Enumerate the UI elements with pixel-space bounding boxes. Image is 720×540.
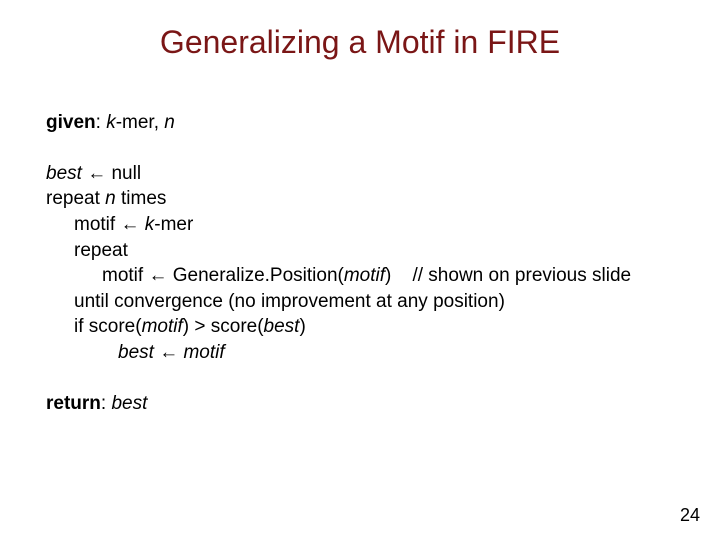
blank-1 (46, 136, 674, 161)
arrow-2: ← (115, 214, 145, 235)
given-mer: -mer, (116, 112, 165, 133)
motif-var-1: motif (74, 214, 115, 235)
best-null-line: best ← null (46, 161, 674, 187)
arrow-4: ← (154, 342, 184, 363)
repeat-suffix: times (116, 188, 167, 209)
kmer-mer: -mer (154, 214, 193, 235)
motif-var-3: motif (183, 342, 224, 363)
given-label: given (46, 112, 96, 133)
repeat-prefix: repeat (46, 188, 105, 209)
page-number: 24 (680, 505, 700, 526)
comment-text: // shown on previous slide (391, 265, 631, 286)
pseudocode-body: given: k-mer, n best ← null repeat n tim… (46, 110, 674, 416)
until-line: until convergence (no improvement at any… (46, 289, 674, 315)
arrow-1: ← (82, 163, 112, 184)
motif-arg-2: motif (142, 316, 183, 337)
slide: Generalizing a Motif in FIRE given: k-me… (0, 0, 720, 540)
given-sep: : (96, 112, 107, 133)
if-score-line: if score(motif) > score(best) (46, 314, 674, 340)
generalize-line: motif ← Generalize.Position(motif) // sh… (46, 263, 674, 289)
if-prefix: if score( (74, 316, 142, 337)
best-var-2: best (118, 342, 154, 363)
best-var-1: best (46, 163, 82, 184)
if-mid: ) > score( (183, 316, 264, 337)
return-line: return: best (46, 391, 674, 417)
return-best: best (111, 393, 147, 414)
null-text: null (111, 163, 141, 184)
motif-arg-1: motif (344, 265, 385, 286)
given-line: given: k-mer, n (46, 110, 674, 136)
slide-title: Generalizing a Motif in FIRE (0, 24, 720, 61)
blank-2 (46, 366, 674, 391)
given-n: n (164, 112, 175, 133)
return-label: return (46, 393, 101, 414)
kmer-k: k (145, 214, 155, 235)
gen-func: Generalize.Position( (173, 265, 344, 286)
return-sep: : (101, 393, 112, 414)
arrow-3: ← (143, 265, 173, 286)
best-motif-line: best ← motif (46, 340, 674, 366)
repeat-line: repeat (46, 238, 674, 264)
repeat-word: repeat (74, 240, 128, 261)
best-arg: best (264, 316, 300, 337)
if-suffix: ) (299, 316, 305, 337)
repeat-n-line: repeat n times (46, 186, 674, 212)
repeat-n: n (105, 188, 116, 209)
motif-kmer-line: motif ← k-mer (46, 212, 674, 238)
motif-var-2: motif (102, 265, 143, 286)
given-k: k (106, 112, 116, 133)
until-text: until convergence (no improvement at any… (74, 291, 505, 312)
